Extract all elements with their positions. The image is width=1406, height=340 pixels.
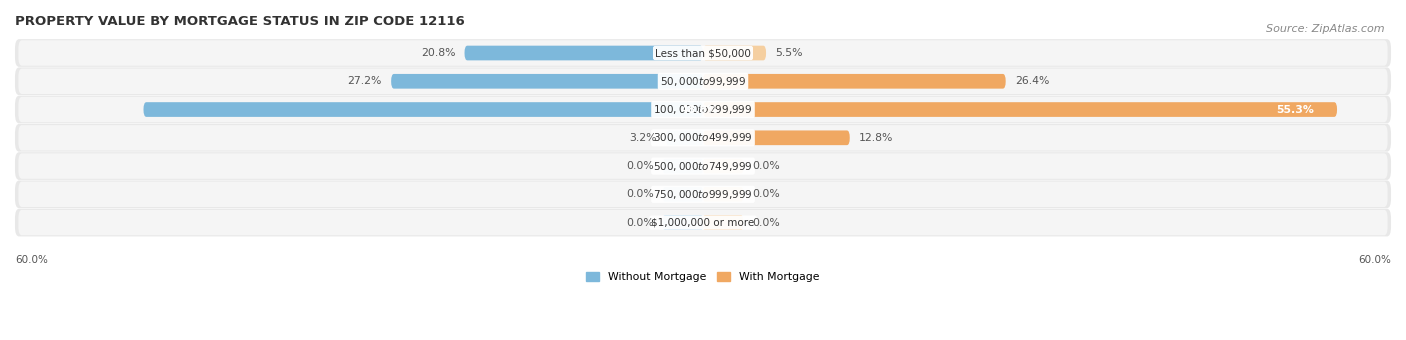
Text: $500,000 to $749,999: $500,000 to $749,999 [654,159,752,173]
FancyBboxPatch shape [15,181,1391,208]
Text: $300,000 to $499,999: $300,000 to $499,999 [654,131,752,144]
Text: 60.0%: 60.0% [1358,255,1391,265]
FancyBboxPatch shape [15,209,1391,236]
FancyBboxPatch shape [143,102,703,117]
Text: $50,000 to $99,999: $50,000 to $99,999 [659,75,747,88]
Text: 0.0%: 0.0% [626,218,654,227]
FancyBboxPatch shape [15,152,1391,180]
FancyBboxPatch shape [15,67,1391,95]
Text: 5.5%: 5.5% [775,48,803,58]
Text: $1,000,000 or more: $1,000,000 or more [651,218,755,227]
FancyBboxPatch shape [666,131,703,145]
FancyBboxPatch shape [391,74,703,89]
FancyBboxPatch shape [703,159,744,173]
Text: 0.0%: 0.0% [626,161,654,171]
FancyBboxPatch shape [15,124,1391,152]
FancyBboxPatch shape [703,215,744,230]
FancyBboxPatch shape [18,97,1388,122]
FancyBboxPatch shape [18,153,1388,179]
Text: 26.4%: 26.4% [1015,76,1049,86]
Text: 60.0%: 60.0% [15,255,48,265]
Text: 0.0%: 0.0% [752,161,780,171]
FancyBboxPatch shape [703,187,744,202]
Text: Less than $50,000: Less than $50,000 [655,48,751,58]
Text: 20.8%: 20.8% [420,48,456,58]
Text: Source: ZipAtlas.com: Source: ZipAtlas.com [1267,24,1385,34]
Text: 27.2%: 27.2% [347,76,382,86]
FancyBboxPatch shape [18,182,1388,207]
Text: 0.0%: 0.0% [752,218,780,227]
FancyBboxPatch shape [703,102,1337,117]
Text: 0.0%: 0.0% [626,189,654,199]
FancyBboxPatch shape [662,187,703,202]
FancyBboxPatch shape [703,131,849,145]
FancyBboxPatch shape [18,210,1388,235]
Text: 12.8%: 12.8% [859,133,893,143]
FancyBboxPatch shape [18,125,1388,151]
FancyBboxPatch shape [18,69,1388,94]
FancyBboxPatch shape [703,46,766,61]
Text: PROPERTY VALUE BY MORTGAGE STATUS IN ZIP CODE 12116: PROPERTY VALUE BY MORTGAGE STATUS IN ZIP… [15,15,465,28]
FancyBboxPatch shape [662,159,703,173]
Text: 0.0%: 0.0% [752,189,780,199]
Text: 55.3%: 55.3% [1277,104,1315,115]
FancyBboxPatch shape [703,74,1005,89]
FancyBboxPatch shape [662,215,703,230]
FancyBboxPatch shape [18,40,1388,66]
Text: $750,000 to $999,999: $750,000 to $999,999 [654,188,752,201]
FancyBboxPatch shape [15,39,1391,67]
Text: 48.8%: 48.8% [681,104,718,115]
Legend: Without Mortgage, With Mortgage: Without Mortgage, With Mortgage [582,268,824,287]
FancyBboxPatch shape [15,96,1391,123]
Text: $100,000 to $299,999: $100,000 to $299,999 [654,103,752,116]
FancyBboxPatch shape [464,46,703,61]
Text: 3.2%: 3.2% [630,133,657,143]
